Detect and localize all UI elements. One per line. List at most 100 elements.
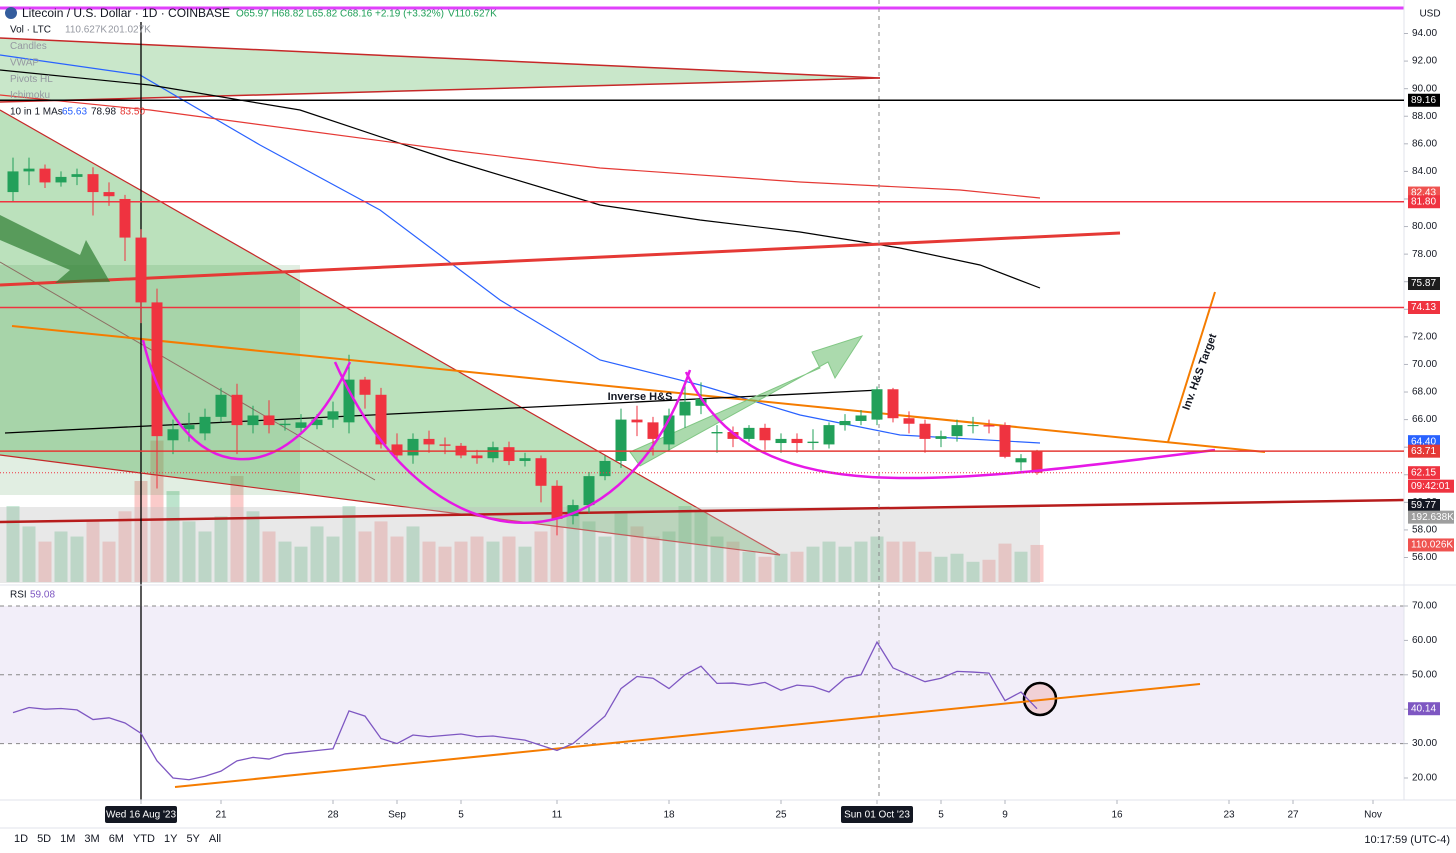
y-tick-label: 88.00 [1412,111,1437,122]
volume-tag [1408,538,1454,552]
volume-bar [966,561,980,582]
x-tick-label: 27 [1287,810,1299,821]
candle-body [167,429,179,441]
volume-bar [22,526,36,582]
arc [684,371,1216,480]
candle-body [391,444,403,456]
candle-body [919,423,931,439]
y-tick-label: 56.00 [1412,552,1437,563]
trendline [0,231,1121,287]
range-button[interactable]: 3M [84,833,99,845]
coin-icon [5,7,17,19]
volume-bar [774,553,788,582]
range-button[interactable]: YTD [133,833,155,845]
price-tag [1408,466,1440,480]
indicator-value: 201.027K [108,25,151,36]
y-tick-label: 80.00 [1412,221,1437,232]
volume-bar [326,536,340,582]
candle-body [487,447,499,459]
volume-bar [662,531,676,582]
shade [0,265,300,495]
volume-bar [582,521,596,582]
countdown-tag [1408,479,1454,493]
x-tick-label: 11 [552,810,563,821]
price-axis-bg [1404,0,1456,853]
indicator-name: VWAP [10,57,39,68]
range-button[interactable]: 6M [109,833,124,845]
volume-bar [166,491,180,582]
candle-body [631,419,643,423]
candle-body [583,476,595,506]
toolbar: 1D 5D 1M 3M 6M YTD 1Y 5Y All [14,833,221,845]
y-tick-label: 78.00 [1412,249,1437,260]
candle-body [743,427,755,439]
volume-bar [454,541,468,582]
target-line [1167,291,1216,443]
candle-body [279,423,291,426]
volume-bar [870,536,884,582]
candle-body [471,455,483,459]
volume-bar [886,541,900,582]
trendline [0,77,881,103]
trendline [4,389,881,434]
header: Litecoin / U.S. Dollar · 1D · COINBASE O… [5,6,1441,20]
volume-bar [1030,544,1044,582]
candle-body [951,425,963,437]
x-tick-label: Wed 16 Aug '23 [106,810,177,821]
volume-bar [86,521,100,582]
candle-body [343,379,355,423]
indicator-value: 110.627K [65,25,107,36]
candle-body [903,418,915,424]
x-tick-label: 21 [215,810,227,821]
indicator-name: Ichimoku [10,90,50,101]
volume-bar [502,536,516,582]
volume-bar [358,531,372,582]
volume-bar [678,506,692,582]
price-tag [1408,93,1440,107]
indicator-name: 10 in 1 MAs [10,107,63,118]
volume-bar [278,541,292,582]
x-tick-label: 23 [1223,810,1235,821]
range-button[interactable]: 1Y [164,833,178,845]
trendline [0,261,376,481]
price-tag [1408,444,1440,458]
range-button[interactable]: All [209,833,221,845]
trendline [0,498,1405,524]
candle-body [935,436,947,439]
range-button[interactable]: 5D [37,833,51,845]
candle-body [7,171,19,193]
price-tag-label: 75.87 [1411,278,1436,289]
volume-bar [534,531,548,582]
price-tag [1408,300,1440,314]
y-tick-label: 30.00 [1412,738,1437,749]
volume-bar [54,531,68,582]
candle-body [679,401,691,416]
candle-body [999,425,1011,457]
y-tick-label: 60.00 [1412,635,1437,646]
x-tick-label: 18 [663,810,675,821]
volume-tag-label: 110.026K [1411,540,1453,551]
range-button[interactable]: 1D [14,833,28,845]
volume-bar [294,546,308,582]
rsi-title: RSI [10,590,27,601]
candle-body [711,432,723,434]
y-tick-label: 70.00 [1412,601,1437,612]
range-button[interactable]: 1M [60,833,75,845]
range-button[interactable]: 5Y [186,833,200,845]
candle-body [119,198,131,238]
volume-bar [102,541,116,582]
candle-body [839,420,851,426]
candle-body [647,422,659,439]
volume-bar [982,559,996,582]
rsi-value: 59.08 [30,590,55,601]
currency[interactable]: USD [1419,9,1440,20]
volume-bar [838,546,852,582]
candle-body [215,394,227,417]
candle-body [1015,458,1027,463]
x-tick-label: 16 [1111,810,1123,821]
y-tick-label: 66.00 [1412,414,1437,425]
indicator-value: 65.63 [62,107,87,118]
volume-bar [470,536,484,582]
ma-black [0,69,1041,289]
volume-bar [374,521,388,582]
